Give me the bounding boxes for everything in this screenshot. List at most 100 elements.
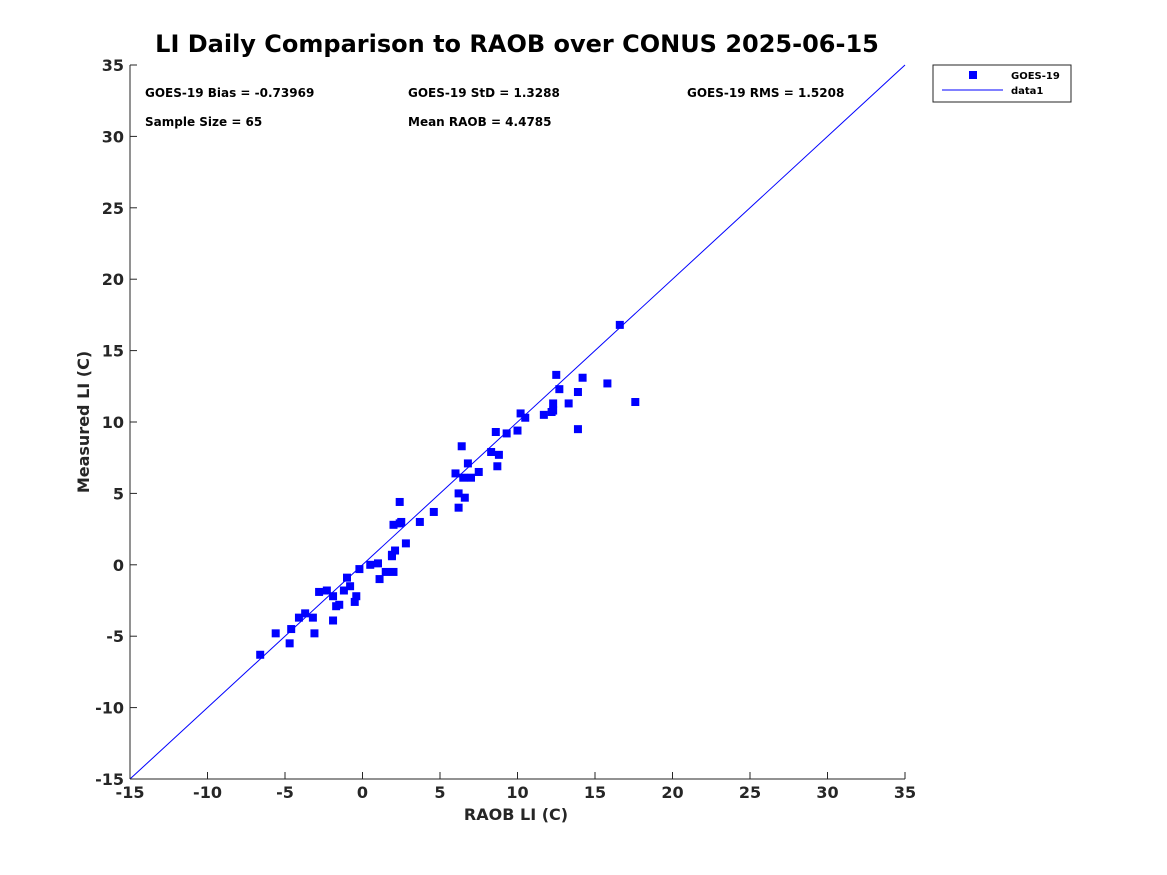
data-point-22 <box>375 575 384 584</box>
x-tick-label: -10 <box>193 783 222 802</box>
data-point-9 <box>322 586 331 595</box>
data-point-2 <box>287 625 296 634</box>
stat-rms: GOES-19 RMS = 1.5208 <box>687 86 844 100</box>
data-point-62 <box>603 379 612 388</box>
data-point-51 <box>521 413 530 422</box>
y-tick-label: 35 <box>102 56 124 75</box>
y-axis-label: Measured LI (C) <box>74 351 93 493</box>
data-point-36 <box>454 489 463 498</box>
data-point-23 <box>381 567 390 576</box>
data-point-18 <box>352 592 361 601</box>
data-point-55 <box>549 406 558 415</box>
y-tick-label: 10 <box>102 413 124 432</box>
data-point-8 <box>315 587 324 596</box>
data-point-33 <box>415 517 424 526</box>
data-point-26 <box>389 520 398 529</box>
y-tick-label: 25 <box>102 199 124 218</box>
y-axis-ticks: -15 -10 -5 0 5 10 15 20 25 30 35 <box>95 56 137 789</box>
data-point-61 <box>573 425 582 434</box>
x-tick-label: 5 <box>434 783 445 802</box>
data-point-37 <box>454 503 463 512</box>
stat-bias: GOES-19 Bias = -0.73969 <box>145 86 314 100</box>
data-point-63 <box>615 320 624 329</box>
x-axis-label: RAOB LI (C) <box>464 805 568 824</box>
data-point-17 <box>350 597 359 606</box>
x-tick-label: 20 <box>661 783 683 802</box>
data-point-64 <box>631 398 640 407</box>
data-point-11 <box>329 616 338 625</box>
data-point-57 <box>555 385 564 394</box>
x-tick-label: 30 <box>816 783 838 802</box>
legend-label-data1: data1 <box>1011 86 1043 97</box>
data-point-44 <box>487 447 496 456</box>
scatter-points-layer <box>256 320 640 659</box>
data-point-45 <box>491 427 500 436</box>
data-point-50 <box>516 409 525 418</box>
data-point-5 <box>301 609 310 618</box>
y-tick-label: -10 <box>95 699 124 718</box>
data-point-10 <box>329 592 338 601</box>
data-point-15 <box>343 573 351 582</box>
data-point-60 <box>578 373 587 382</box>
y-tick-label: 5 <box>113 484 124 503</box>
data-point-28 <box>389 567 398 576</box>
data-point-56 <box>552 370 561 379</box>
data-point-0 <box>256 650 265 659</box>
data-point-47 <box>494 450 503 459</box>
data-point-34 <box>429 507 438 516</box>
data-point-46 <box>493 462 502 471</box>
data-point-30 <box>397 517 406 526</box>
data-point-13 <box>335 600 344 609</box>
x-tick-label: 0 <box>357 783 368 802</box>
data-point-59 <box>573 388 582 397</box>
data-point-39 <box>459 473 468 482</box>
data-point-40 <box>460 493 469 502</box>
diagonal-line-layer <box>129 64 906 780</box>
x-tick-label: 15 <box>584 783 606 802</box>
data-point-49 <box>513 426 522 435</box>
data-point-1 <box>271 629 280 638</box>
data-point-19 <box>355 565 364 574</box>
x-tick-label: 25 <box>739 783 761 802</box>
legend: GOES-19 data1 <box>932 64 1072 103</box>
y-tick-label: 30 <box>102 127 124 146</box>
data-point-25 <box>387 550 396 559</box>
stat-mean-raob: Mean RAOB = 4.4785 <box>408 115 552 129</box>
data-point-54 <box>549 399 558 408</box>
data-point-43 <box>474 467 483 476</box>
data-point-48 <box>502 429 511 438</box>
data-point-35 <box>451 469 460 478</box>
legend-marker-goes19 <box>969 71 977 79</box>
y-tick-label: -15 <box>95 770 124 789</box>
x-tick-label: 10 <box>506 783 528 802</box>
x-tick-label: -5 <box>276 783 294 802</box>
data-point-38 <box>457 442 466 451</box>
y-tick-label: 15 <box>102 342 124 361</box>
data-point-21 <box>374 559 382 568</box>
data-point-20 <box>366 560 375 569</box>
y-tick-label: 0 <box>113 556 124 575</box>
stat-sample-size: Sample Size = 65 <box>145 115 262 129</box>
data-point-6 <box>308 613 317 622</box>
chart-title: LI Daily Comparison to RAOB over CONUS 2… <box>155 30 879 58</box>
x-tick-label: -15 <box>116 783 145 802</box>
data-point-14 <box>339 586 348 595</box>
y-tick-label: 20 <box>102 270 124 289</box>
data-point-4 <box>294 613 303 622</box>
y-tick-label: -5 <box>106 627 124 646</box>
stat-std: GOES-19 StD = 1.3288 <box>408 86 560 100</box>
data-point-42 <box>467 473 475 482</box>
data-point-32 <box>401 539 410 548</box>
x-axis-ticks: -15 -10 -5 0 5 10 15 20 25 30 35 <box>116 772 916 802</box>
data-point-52 <box>539 410 548 419</box>
data-point-7 <box>310 629 319 638</box>
data-point-16 <box>346 582 355 591</box>
legend-label-goes19: GOES-19 <box>1011 71 1060 82</box>
data-point-27 <box>391 546 400 555</box>
legend-box <box>932 64 1072 103</box>
data-point-41 <box>463 459 472 468</box>
x-tick-label: 35 <box>894 783 916 802</box>
data-point-3 <box>285 639 294 648</box>
data-point-58 <box>564 399 573 408</box>
